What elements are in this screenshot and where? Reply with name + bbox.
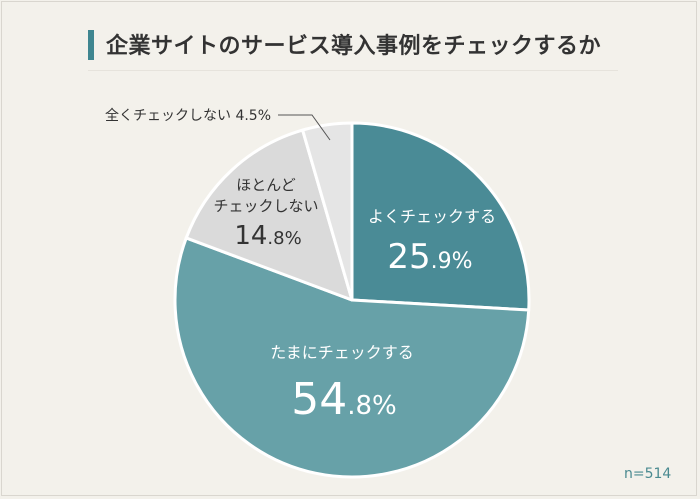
value-often-check-main: 25 bbox=[387, 237, 430, 277]
value-sometimes-check-main: 54 bbox=[291, 374, 347, 425]
label-rarely-check-line2: チェックしない bbox=[213, 197, 318, 215]
title-underline bbox=[88, 70, 618, 71]
value-often-check: 25.9% bbox=[387, 237, 472, 277]
value-often-check-sub: .9% bbox=[431, 249, 473, 274]
value-sometimes-check-sub: .8% bbox=[347, 391, 397, 421]
chart-title-area: 企業サイトのサービス導入事例をチェックするか bbox=[88, 26, 618, 71]
sample-size-note: n=514 bbox=[624, 466, 672, 482]
value-rarely-check: 14.8% bbox=[234, 221, 301, 251]
label-never-check: 全くチェックしない 4.5% bbox=[105, 107, 271, 124]
label-rarely-check-line1: ほとんど bbox=[236, 176, 296, 194]
label-sometimes-check: たまにチェックする bbox=[270, 343, 414, 362]
slice-never-check bbox=[301, 121, 354, 302]
title-accent-bar bbox=[88, 30, 94, 60]
slice-sometimes-check bbox=[173, 236, 531, 479]
label-often-check: よくチェックする bbox=[368, 207, 496, 226]
leader-line-never-check bbox=[278, 114, 331, 141]
value-rarely-check-main: 14 bbox=[234, 221, 267, 251]
value-rarely-check-sub: .8% bbox=[267, 228, 301, 249]
slice-rarely-check bbox=[184, 128, 354, 302]
value-sometimes-check: 54.8% bbox=[291, 374, 397, 425]
chart-title: 企業サイトのサービス導入事例をチェックするか bbox=[106, 34, 602, 59]
slice-often-check bbox=[350, 121, 531, 312]
